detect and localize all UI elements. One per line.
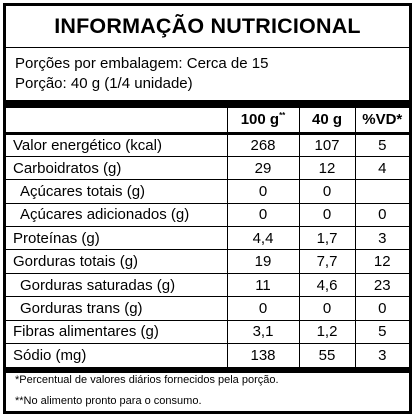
value-vd: 5 [354,320,409,345]
nutrient-name: Valor energético (kcal) [6,133,227,157]
table-row: Fibras alimentares (g) 3,1 1,2 5 [6,320,409,345]
thick-divider [6,100,409,108]
value-per-serving: 7,7 [298,249,355,274]
value-per-serving: 107 [298,133,355,157]
footnote-vd: *Percentual de valores diários fornecido… [15,374,279,386]
nutrition-facts-label: INFORMAÇÃO NUTRICIONAL Porções por embal… [3,3,412,414]
footnote-ready-food: **No alimento pronto para o consumo. [15,395,202,407]
value-per-serving: 0 [298,179,355,204]
value-vd: 3 [354,343,409,373]
value-per-100g: 0 [226,296,299,321]
value-per-serving: 1,2 [298,320,355,345]
header-serving: 40 g [298,108,355,135]
nutrient-name: Sódio (mg) [6,343,227,373]
table-header-row: 100 g** 40 g %VD* [6,108,409,135]
value-per-100g: 0 [226,179,299,204]
value-per-serving: 12 [298,156,355,181]
value-vd [354,179,409,204]
label-title: INFORMAÇÃO NUTRICIONAL [54,14,361,38]
nutrient-name: Gorduras saturadas (g) [6,273,227,298]
header-100g: 100 g** [226,108,299,135]
table-row: Carboidratos (g) 29 12 4 [6,156,409,181]
serving-size: Porção: 40 g (1/4 unidade) [15,75,193,92]
value-vd: 0 [354,203,409,228]
table-row: Valor energético (kcal) 268 107 5 [6,133,409,157]
table-row: Sódio (mg) 138 55 3 [6,343,409,373]
value-vd: 4 [354,156,409,181]
value-per-serving: 4,6 [298,273,355,298]
nutrient-name: Açúcares adicionados (g) [6,203,227,228]
servings-per-package: Porções por embalagem: Cerca de 15 [15,55,269,72]
value-per-100g: 19 [226,249,299,274]
title-divider [6,47,409,48]
value-per-serving: 0 [298,203,355,228]
table-row: Gorduras trans (g) 0 0 0 [6,296,409,321]
table-row: Proteínas (g) 4,4 1,7 3 [6,226,409,251]
nutrient-name: Proteínas (g) [6,226,227,251]
header-blank [6,108,227,135]
value-vd: 3 [354,226,409,251]
header-100g-label: 100 g [240,111,280,129]
nutrition-table: 100 g** 40 g %VD* Valor energético (kcal… [6,108,409,373]
value-per-serving: 55 [298,343,355,373]
table-row: Gorduras totais (g) 19 7,7 12 [6,249,409,274]
nutrient-name: Gorduras totais (g) [6,249,227,274]
header-vd: %VD* [354,108,409,135]
nutrient-name: Fibras alimentares (g) [6,320,227,345]
table-row: Açúcares totais (g) 0 0 [6,179,409,204]
value-vd: 23 [354,273,409,298]
nutrient-name: Açúcares totais (g) [6,179,227,204]
value-per-100g: 268 [226,133,299,157]
value-per-100g: 29 [226,156,299,181]
nutrient-name: Gorduras trans (g) [6,296,227,321]
table-row: Açúcares adicionados (g) 0 0 0 [6,203,409,228]
value-vd: 5 [354,133,409,157]
value-vd: 0 [354,296,409,321]
value-per-serving: 0 [298,296,355,321]
nutrient-name: Carboidratos (g) [6,156,227,181]
value-vd: 12 [354,249,409,274]
value-per-100g: 138 [226,343,299,373]
value-per-100g: 3,1 [226,320,299,345]
value-per-serving: 1,7 [298,226,355,251]
value-per-100g: 0 [226,203,299,228]
value-per-100g: 11 [226,273,299,298]
value-per-100g: 4,4 [226,226,299,251]
header-100g-mark: ** [279,111,286,121]
table-row: Gorduras saturadas (g) 11 4,6 23 [6,273,409,298]
